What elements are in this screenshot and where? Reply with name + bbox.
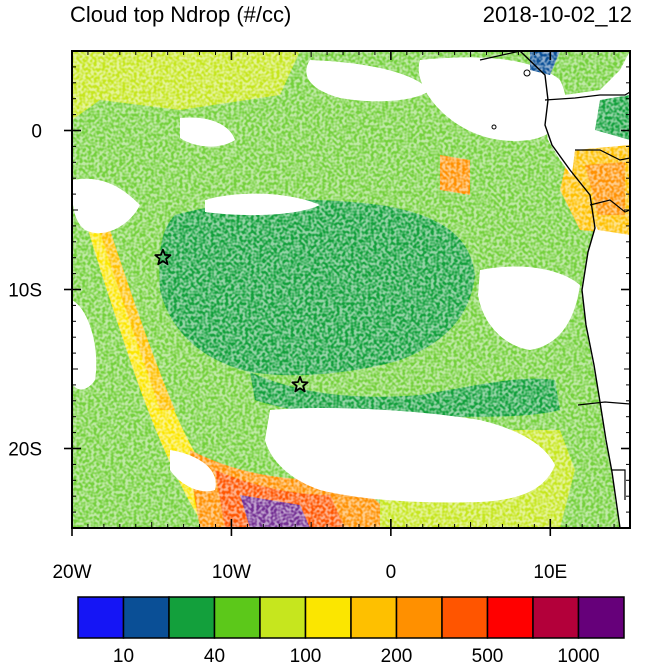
- colorbar-label-40: 40: [204, 646, 225, 667]
- colorbar-swatch: [213, 596, 261, 639]
- colorbar-label-1000: 1000: [557, 646, 599, 667]
- colorbar-swatch: [304, 596, 352, 639]
- star-marker-center: [291, 376, 309, 393]
- cloud-ndrop-field: [72, 51, 630, 528]
- colorbar-swatch: [77, 596, 125, 639]
- colorbar-swatch: [532, 596, 580, 639]
- lat-label-20s: 20S: [8, 440, 42, 461]
- star-markers: [154, 248, 309, 393]
- colorbar-swatch: [441, 596, 489, 639]
- map-title: Cloud top Ndrop (#/cc): [70, 2, 291, 27]
- colorbar-swatch: [577, 596, 625, 639]
- colorbar-swatch: [259, 596, 307, 639]
- colorbar-label-500: 500: [472, 646, 504, 667]
- colorbar-swatch: [395, 596, 443, 639]
- colorbar: [77, 596, 625, 639]
- colorbar-swatch: [168, 596, 216, 639]
- colorbar-label-200: 200: [381, 646, 413, 667]
- lat-label-10s: 10S: [8, 281, 42, 302]
- lon-label-20w: 20W: [52, 562, 91, 583]
- longitude-labels: 20W 10W 0 10E: [52, 562, 567, 583]
- star-marker-west: [154, 248, 172, 266]
- latitude-labels: 0 10S 20S: [8, 122, 42, 461]
- lon-label-10w: 10W: [212, 562, 251, 583]
- map-timestamp: 2018-10-02_12: [483, 2, 632, 27]
- lat-label-0: 0: [31, 122, 42, 143]
- colorbar-label-100: 100: [290, 646, 322, 667]
- lon-label-0: 0: [386, 562, 397, 583]
- colorbar-swatch: [350, 596, 398, 639]
- axis-ticks: [64, 50, 631, 536]
- colorbar-labels: 10 40 100 200 500 1000: [113, 646, 600, 667]
- colorbar-swatch: [486, 596, 534, 639]
- colorbar-swatch: [122, 596, 170, 639]
- colorbar-label-10: 10: [113, 646, 134, 667]
- lon-label-10e: 10E: [533, 562, 567, 583]
